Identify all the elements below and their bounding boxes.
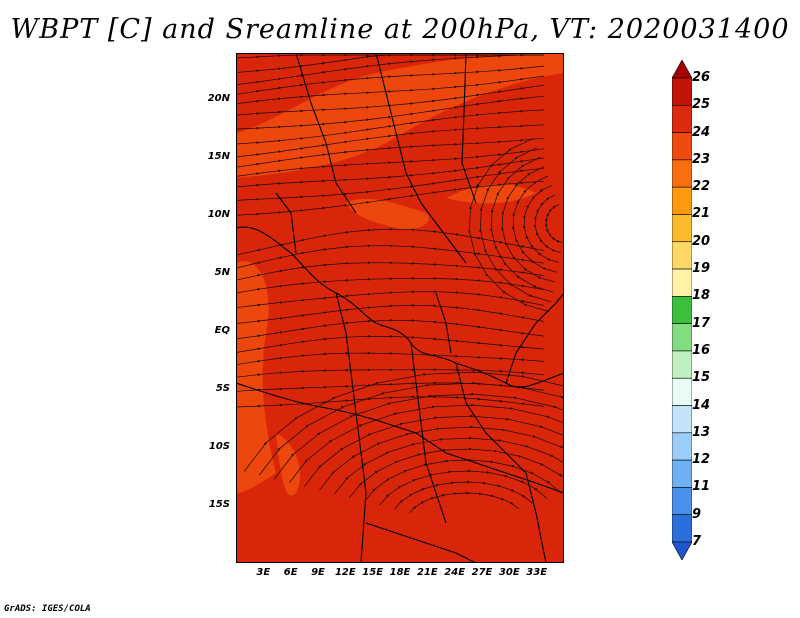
boundary-line <box>335 292 367 563</box>
colorbar-label: 22 <box>692 179 711 195</box>
colorbar-swatch <box>671 186 693 215</box>
lon-tick-label: 12E <box>334 567 356 578</box>
colorbar-swatch <box>671 214 693 243</box>
colorbar-label: 17 <box>692 315 711 331</box>
boundary-line <box>410 342 447 524</box>
colorbar-swatch <box>671 541 693 561</box>
lon-tick-label: 3E <box>256 567 271 578</box>
colorbar-label: 12 <box>692 452 711 468</box>
colorbar-swatch <box>671 377 693 406</box>
lon-tick-label: 18E <box>389 567 411 578</box>
colorbar-swatch <box>671 296 693 324</box>
colorbar-label: 13 <box>692 424 711 440</box>
lat-tick-label: EQ <box>214 325 230 337</box>
colorbar-label: 11 <box>692 479 711 495</box>
lon-tick-label: 30E <box>498 567 520 578</box>
boundary-line <box>461 53 477 204</box>
credit-text: GrADS: IGES/COLA <box>4 604 91 614</box>
lon-tick-label: 33E <box>526 567 548 578</box>
colorbar-label: 25 <box>692 97 711 113</box>
lon-tick-label: 27E <box>471 567 493 578</box>
boundary-line <box>375 53 467 264</box>
lat-tick-label: 10N <box>207 209 230 221</box>
boundary-line <box>275 192 297 254</box>
streamline <box>468 138 550 312</box>
colorbar-swatch <box>671 268 693 297</box>
colorbar-swatch <box>671 132 693 161</box>
colorbar-swatch <box>671 405 693 434</box>
colorbar-swatch <box>671 323 693 352</box>
colorbar-swatch <box>671 104 693 133</box>
lon-tick-label: 6E <box>283 567 298 578</box>
colorbar-swatch <box>671 159 693 188</box>
colorbar-label: 20 <box>692 233 711 249</box>
boundary-line <box>435 292 452 354</box>
streamline <box>236 303 545 324</box>
streamlines <box>236 53 564 513</box>
boundary-line <box>365 522 477 563</box>
map-canvas <box>236 53 564 563</box>
colorbar-label: 21 <box>692 206 711 222</box>
lon-tick-label: 21E <box>416 567 438 578</box>
colorbar-label: 14 <box>692 397 711 413</box>
lat-tick-label: 5N <box>214 267 230 279</box>
colorbar-swatch <box>671 459 693 488</box>
streamline <box>236 351 545 366</box>
colorbar-label: 15 <box>692 370 711 386</box>
boundary-line <box>236 382 417 434</box>
colorbar-label: 9 <box>692 506 702 522</box>
colorbar-swatch <box>671 487 693 516</box>
map-frame <box>236 53 564 563</box>
colorbar-label: 24 <box>692 124 711 140</box>
colorbar-swatch <box>671 350 693 379</box>
colorbar-swatch <box>671 514 693 543</box>
chart-title: WBPT [C] and Sreamline at 200hPa, VT: 20… <box>10 14 790 45</box>
colorbar-graphic <box>671 59 693 561</box>
streamline <box>236 334 545 353</box>
map-panel <box>236 53 564 563</box>
lat-tick-label: 20N <box>207 93 230 105</box>
country-boundaries <box>236 53 564 563</box>
colorbar-swatch <box>671 77 693 106</box>
colorbar-label: 16 <box>692 342 711 358</box>
streamline <box>243 370 564 472</box>
streamline <box>236 318 545 340</box>
boundary-line <box>455 362 547 563</box>
lat-tick-label: 15S <box>208 499 230 511</box>
colorbar-label: 23 <box>692 151 711 167</box>
boundary-line <box>505 292 564 384</box>
colorbar-swatch <box>671 241 693 270</box>
boundary-line <box>295 53 357 214</box>
colorbar-label: 26 <box>692 70 711 85</box>
colorbar-swatch <box>671 59 693 79</box>
colorbar-label: 18 <box>692 288 711 304</box>
colorbar-label: 19 <box>692 261 711 277</box>
colorbar-swatch <box>671 432 693 461</box>
lat-tick-label: 15N <box>207 151 230 163</box>
lat-tick-label: 10S <box>208 441 230 453</box>
lon-tick-label: 9E <box>311 567 325 578</box>
colorbar-label: 7 <box>692 534 702 549</box>
lon-tick-label: 24E <box>444 567 466 578</box>
lat-tick-label: 5S <box>215 383 230 395</box>
boundary-line <box>415 432 564 494</box>
lon-tick-label: 15E <box>362 567 384 578</box>
colorbar <box>671 59 693 561</box>
